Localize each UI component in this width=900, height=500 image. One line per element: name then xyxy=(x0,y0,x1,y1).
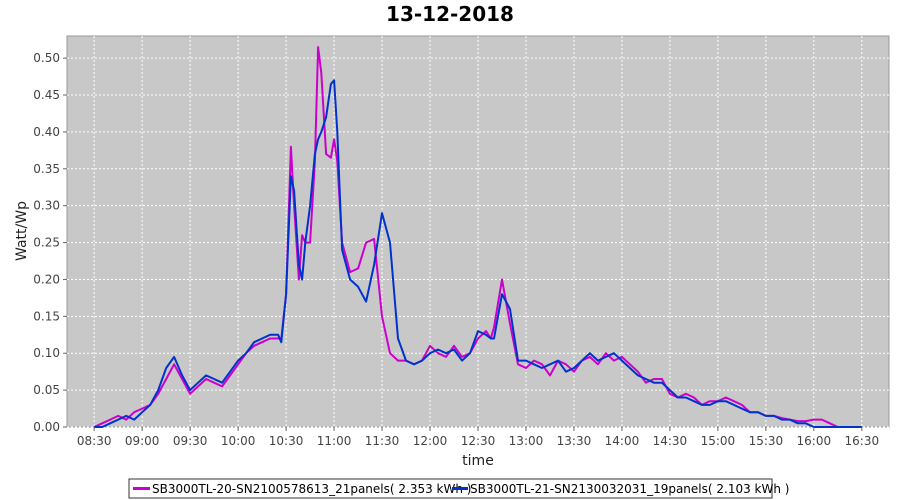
y-tick-label: 0.05 xyxy=(33,383,60,397)
chart-title: 13-12-2018 xyxy=(386,2,514,26)
legend: SB3000TL-20-SN2100578613_21panels( 2.353… xyxy=(128,478,789,499)
x-tick-label: 16:30 xyxy=(845,434,880,448)
x-tick-label: 08:30 xyxy=(77,434,112,448)
y-tick-label: 0.40 xyxy=(33,125,60,139)
y-tick-label: 0.15 xyxy=(33,309,60,323)
x-axis: 08:30 09:00 09:30 10:00 10:30 11:00 11:30 12:00… xyxy=(77,427,879,448)
legend-label-series-2: SB3000TL-21-SN2130032031_19panels( 2.103… xyxy=(470,482,789,496)
series-line-2 xyxy=(94,79,862,428)
y-tick-label: 0.10 xyxy=(33,346,60,360)
x-tick-label: 13:00 xyxy=(509,434,544,448)
x-axis-label: time xyxy=(462,453,494,469)
y-tick-label: 0.50 xyxy=(33,51,60,65)
x-tick-label: 13:30 xyxy=(557,434,592,448)
x-tick-label: 15:30 xyxy=(749,434,784,448)
y-tick-label: 0.45 xyxy=(33,88,60,102)
x-tick-label: 09:30 xyxy=(173,434,208,448)
x-tick-label: 12:00 xyxy=(413,434,448,448)
x-tick-label: 14:00 xyxy=(605,434,640,448)
y-tick-label: 0.00 xyxy=(33,420,60,434)
y-axis: 0.00 0.05 0.10 0.15 0.20 0.25 0.30 0.35 0.40 0.45… xyxy=(33,51,67,434)
legend-label-series-1: SB3000TL-20-SN2100578613_21panels( 2.353… xyxy=(152,482,471,496)
x-tick-label: 14:30 xyxy=(653,434,688,448)
y-tick-label: 0.30 xyxy=(33,199,60,213)
y-tick-label: 0.20 xyxy=(33,272,60,286)
x-tick-label: 11:30 xyxy=(365,434,400,448)
x-tick-label: 12:30 xyxy=(461,434,496,448)
x-tick-label: 15:00 xyxy=(701,434,736,448)
grid xyxy=(67,36,889,428)
x-tick-label: 11:00 xyxy=(317,434,352,448)
legend-box xyxy=(128,478,773,499)
y-axis-label: Watt/Wp xyxy=(14,201,30,261)
y-tick-label: 0.25 xyxy=(33,236,60,250)
y-tick-label: 0.35 xyxy=(33,162,60,176)
series-lines xyxy=(93,46,862,428)
x-tick-label: 09:00 xyxy=(125,434,160,448)
x-tick-label: 10:30 xyxy=(269,434,304,448)
x-tick-label: 10:00 xyxy=(221,434,256,448)
x-tick-label: 16:00 xyxy=(797,434,832,448)
